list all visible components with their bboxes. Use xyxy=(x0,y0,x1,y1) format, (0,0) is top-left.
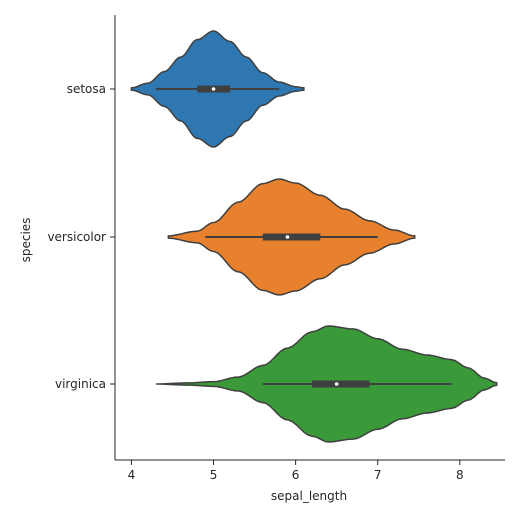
iqr-box-virginica xyxy=(312,380,370,388)
plot-area xyxy=(130,30,498,443)
x-ticks: 4 5 6 7 8 xyxy=(128,460,464,482)
y-tick-label-setosa: setosa xyxy=(67,82,106,96)
y-tick-label-versicolor: versicolor xyxy=(47,230,106,244)
y-ticks: setosa versicolor virginica xyxy=(47,82,115,391)
x-axis-label: sepal_length xyxy=(271,489,347,503)
median-point-setosa xyxy=(211,87,216,91)
x-tick-label: 6 xyxy=(292,468,300,482)
x-tick-label: 7 xyxy=(374,468,382,482)
iqr-box-versicolor xyxy=(262,233,321,241)
median-point-virginica xyxy=(334,382,339,386)
y-tick-label-virginica: virginica xyxy=(55,377,106,391)
median-point-versicolor xyxy=(285,235,290,239)
x-tick-label: 5 xyxy=(210,468,218,482)
x-tick-label: 8 xyxy=(456,468,464,482)
x-tick-label: 4 xyxy=(128,468,136,482)
y-axis-label: species xyxy=(19,218,33,263)
